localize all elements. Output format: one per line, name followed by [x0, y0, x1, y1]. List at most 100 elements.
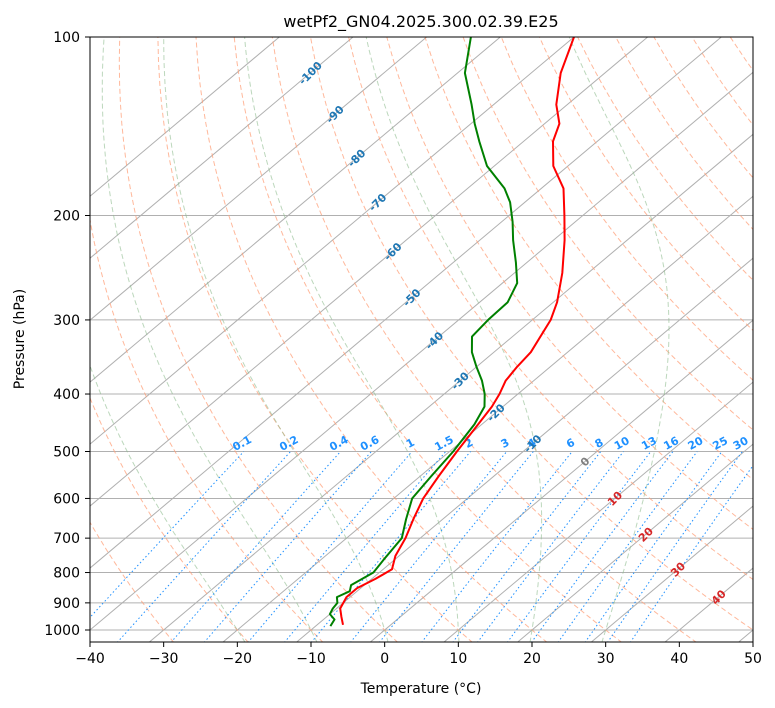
data-series	[328, 37, 575, 627]
mixing-ratio-label: 3	[499, 436, 512, 451]
dry-adiabat	[118, 37, 399, 642]
x-tick-label: 30	[597, 651, 615, 667]
x-tick-label: 20	[523, 651, 541, 667]
isotherm-line	[90, 37, 354, 259]
mixing-ratio-line	[203, 451, 372, 642]
dry-adiabats	[90, 37, 775, 643]
isotherm-line	[369, 319, 753, 642]
plot-frame	[89, 36, 754, 643]
dry-adiabat	[271, 37, 697, 642]
x-tick-label: −30	[149, 651, 179, 667]
mixing-ratio-line	[507, 451, 652, 642]
mixing-ratio-label: 13	[639, 434, 659, 453]
x-tick-label: 0	[380, 651, 389, 667]
y-tick-label: 500	[53, 444, 80, 460]
isotherm-line	[90, 71, 753, 631]
mixing-ratio-label: 8	[593, 436, 606, 451]
dry-adiabat	[500, 37, 753, 381]
dry-adiabat	[615, 37, 753, 231]
isotherm-grid	[90, 37, 753, 642]
dry-adiabat	[577, 37, 753, 281]
y-tick-label: 900	[53, 596, 80, 612]
mixing-ratio-lines	[90, 451, 753, 642]
isotherm-line	[90, 37, 722, 569]
dry-adiabat	[653, 37, 753, 179]
y-tick-label: 1000	[44, 623, 80, 639]
dry-adiabat	[195, 37, 548, 642]
chart-title: wetPf2_GN04.2025.300.02.39.E25	[283, 12, 558, 32]
isotherm-label: -30	[449, 369, 472, 392]
dry-adiabat	[348, 37, 753, 581]
mixing-ratio-label: 16	[661, 434, 681, 453]
moist-adiabat	[101, 37, 318, 642]
isotherm-line	[90, 37, 501, 383]
x-tick-label: −40	[75, 651, 105, 667]
moist-adiabat	[365, 37, 543, 642]
mixing-ratio-label: 30	[731, 434, 751, 453]
dry-adiabat	[310, 37, 753, 631]
y-tick-label: 400	[53, 387, 80, 403]
x-axis: −40 −30 −20 −10 0 10 20 30 40 50	[75, 642, 762, 667]
isotherm-line	[222, 195, 753, 642]
isotherm-line	[90, 37, 280, 197]
isotherm-label: -10	[521, 432, 544, 455]
isotherm-line	[295, 257, 753, 642]
isotherm-label: -60	[381, 240, 404, 263]
mixing-ratio-label: 0.4	[327, 433, 351, 454]
dry-adiabat	[90, 217, 324, 642]
isotherm-label: -80	[345, 147, 368, 170]
y-tick-label: 700	[53, 531, 80, 547]
mixing-ratio-label: 0.1	[230, 433, 253, 454]
dry-adiabat	[386, 37, 753, 531]
mixing-ratio-line	[557, 451, 698, 642]
y-tick-label: 300	[53, 313, 80, 329]
mixing-ratio-line	[350, 451, 508, 642]
moist-adiabat	[90, 364, 246, 642]
dry-adiabat	[157, 37, 473, 642]
y-tick-label: 100	[53, 30, 80, 46]
isotherm-line	[90, 37, 648, 507]
mixing-ratio-line	[379, 451, 534, 642]
pressure-grid	[90, 37, 753, 631]
mixing-ratio-line	[170, 451, 341, 642]
mixing-ratio-line	[477, 451, 624, 642]
y-axis: 100 200 300 400 500 600 700 800 900 1000	[44, 30, 90, 639]
moist-adiabat	[244, 37, 460, 642]
dry-adiabat	[233, 37, 623, 642]
mixing-ratio-label: 6	[564, 436, 577, 451]
x-tick-label: 50	[744, 651, 762, 667]
dry-adiabat	[462, 37, 753, 431]
temperature-profile-line	[339, 37, 575, 625]
mixing-ratio-line	[630, 464, 753, 642]
mixing-ratio-line	[284, 451, 447, 642]
dry-adiabat	[90, 396, 249, 642]
y-tick-label: 600	[53, 491, 80, 507]
annotations: 0.1 0.2 0.4 0.6 1 1.5 2 3 4 6 8 10 13 16 20 25 30 36-100-…	[230, 59, 772, 608]
moist-adiabat	[163, 37, 389, 642]
mixing-ratio-label: 36	[752, 434, 772, 453]
isotherm-line	[90, 37, 575, 445]
mixing-ratio-line	[90, 451, 245, 619]
dry-adiabat	[538, 37, 753, 332]
mixing-ratio-label: 0.6	[358, 433, 382, 454]
mixing-ratio-line	[452, 451, 602, 642]
x-tick-label: 40	[670, 651, 688, 667]
mixing-ratio-label: 20	[686, 434, 706, 453]
isotherm-label: -50	[400, 286, 423, 309]
isotherm-line	[516, 443, 753, 642]
y-tick-label: 800	[53, 566, 80, 582]
dry-adiabat	[768, 37, 775, 643]
mixing-ratio-label: 25	[710, 434, 730, 453]
mixing-ratio-line	[421, 451, 573, 642]
mixing-ratio-line	[607, 451, 743, 642]
isotherm-line	[90, 37, 427, 321]
mixing-ratio-line	[584, 451, 723, 642]
dewpoint-profile-line	[328, 37, 519, 627]
mixing-ratio-line	[310, 451, 471, 642]
mixing-ratio-label: 0.2	[277, 433, 300, 454]
mixing-ratio-line	[531, 451, 674, 642]
dry-adiabat	[691, 37, 753, 126]
mixing-ratio-label: 1.5	[432, 433, 455, 454]
isotherm-label: -40	[423, 329, 446, 352]
